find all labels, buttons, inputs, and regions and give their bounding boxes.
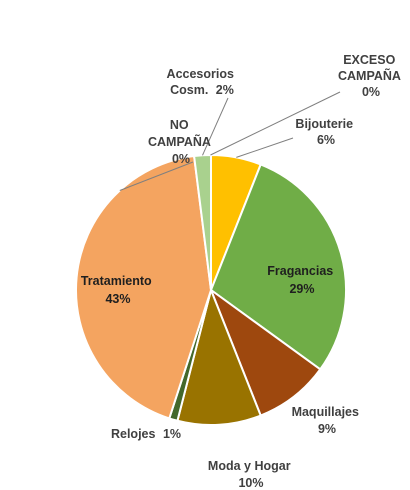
- label-exceso-campana-line1: EXCESO: [343, 53, 395, 67]
- label-relojes-name: Relojes: [111, 427, 156, 441]
- leader-line-exceso-campana: [210, 91, 341, 156]
- label-no-campana-line1: NO: [170, 118, 189, 132]
- label-fragancias-value: 29%: [289, 282, 314, 296]
- leader-line-bijouterie: [236, 137, 294, 158]
- label-maquillajes-name: Maquillajes: [292, 405, 359, 419]
- label-exceso-campana-line2: CAMPAÑA: [338, 68, 401, 83]
- label-tratamiento: Tratamiento 43%: [81, 274, 155, 306]
- label-accesorios-line2: Cosm.: [170, 83, 208, 97]
- label-accesorios-value: 2%: [216, 83, 234, 97]
- slice-fragancias: [209, 163, 348, 371]
- label-accesorios-line1: Accesorios: [167, 67, 234, 81]
- label-fragancias-name: Fragancias: [267, 264, 333, 278]
- label-moda-hogar-name: Moda y Hogar: [208, 459, 291, 473]
- label-maquillajes-value: 9%: [318, 422, 336, 436]
- label-tratamiento-name: Tratamiento: [81, 274, 152, 288]
- leader-line-accesorios-cosm: [202, 97, 229, 156]
- label-moda-hogar-value: 10%: [238, 476, 263, 490]
- label-relojes-value: 1%: [163, 427, 181, 441]
- label-maquillajes: Maquillajes 9%: [292, 405, 363, 436]
- label-no-campana-value: 0%: [172, 152, 190, 166]
- label-accesorios: Accesorios Cosm. 2%: [167, 67, 238, 97]
- label-exceso-campana-value: 0%: [362, 85, 380, 99]
- label-tratamiento-value: 43%: [105, 292, 130, 306]
- leader-lines: [119, 91, 341, 191]
- pie-slices: [75, 153, 348, 426]
- label-bijouterie-name: Bijouterie: [295, 117, 353, 131]
- label-moda-hogar: Moda y Hogar 10%: [208, 459, 294, 490]
- label-exceso-campana: EXCESO CAMPAÑA 0%: [338, 53, 404, 99]
- label-no-campana: NO CAMPAÑA 0%: [148, 118, 214, 166]
- slice-tratamiento: [75, 154, 213, 420]
- label-bijouterie-value: 6%: [317, 133, 335, 147]
- label-bijouterie: Bijouterie 6%: [295, 117, 356, 147]
- label-relojes: Relojes 1%: [111, 427, 181, 441]
- slice-moda-y-hogar: [176, 286, 262, 426]
- label-no-campana-line2: CAMPAÑA: [148, 134, 211, 149]
- label-fragancias: Fragancias 29%: [267, 264, 337, 296]
- leader-line-no-campana: [119, 161, 194, 191]
